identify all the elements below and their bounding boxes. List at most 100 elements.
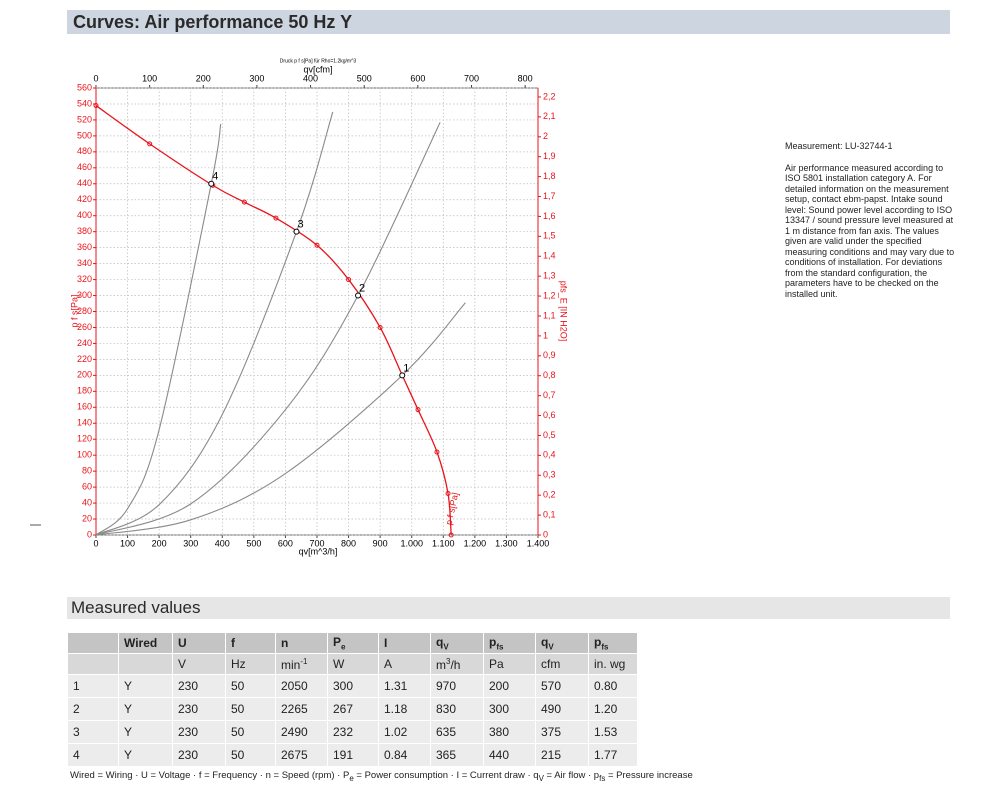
table-cell: 50 bbox=[225, 674, 276, 698]
text-part: V bbox=[443, 642, 449, 652]
curve-marker bbox=[415, 407, 421, 413]
system-curve bbox=[95, 111, 334, 536]
table-cell: cfm bbox=[535, 653, 589, 675]
system-curve bbox=[95, 302, 466, 536]
operating-point bbox=[355, 292, 362, 299]
table-cell: 2490 bbox=[275, 720, 328, 744]
curve-marker bbox=[448, 532, 454, 538]
y-tick-label: 220 bbox=[77, 354, 92, 364]
cell-text: 635 bbox=[436, 725, 457, 739]
table-cell bbox=[67, 653, 119, 675]
x-tick-label: 200 bbox=[152, 538, 167, 548]
cell-text: 2050 bbox=[281, 679, 308, 693]
cell-text: Pa bbox=[489, 657, 504, 671]
table-cell: in. wg bbox=[588, 653, 638, 675]
text-part: V bbox=[538, 773, 544, 783]
table-cell: 440 bbox=[483, 743, 536, 767]
table-cell: Y bbox=[118, 720, 173, 744]
text-part: = Power consumption · I = Current draw ·… bbox=[353, 770, 539, 781]
curve-marker bbox=[314, 242, 320, 248]
cell-text: Y bbox=[124, 748, 133, 762]
table-cell: 0.84 bbox=[378, 743, 431, 767]
y2-tick-label: 2 bbox=[543, 131, 548, 141]
x2-tick-label: 0 bbox=[93, 73, 98, 83]
table-cell: Y bbox=[118, 743, 173, 767]
table-cell: 3 bbox=[67, 720, 119, 744]
curve-marker bbox=[147, 141, 153, 147]
y2-tick-label: 0,3 bbox=[543, 470, 556, 480]
y-tick-label: 460 bbox=[77, 162, 92, 172]
cell-text: 440 bbox=[489, 748, 510, 762]
y-tick-label: 100 bbox=[77, 450, 92, 460]
table-cell: qV bbox=[430, 632, 484, 654]
cell-text: Y bbox=[124, 702, 133, 716]
cell-text: 380 bbox=[489, 725, 510, 739]
text-part: p bbox=[489, 634, 497, 649]
curve-marker bbox=[445, 490, 451, 496]
cell-text: 191 bbox=[333, 748, 354, 762]
y-tick-label: 0 bbox=[87, 529, 92, 539]
table-cell: 267 bbox=[327, 697, 379, 721]
operating-point-label: 4 bbox=[212, 171, 218, 183]
text-part: 3 bbox=[446, 656, 451, 666]
text-part: = Air flow · p bbox=[543, 770, 600, 781]
x2-axis-label: qv[cfm] bbox=[303, 64, 332, 74]
y-tick-label: 320 bbox=[77, 274, 92, 284]
y2-tick-label: 1,7 bbox=[543, 191, 556, 201]
cell-text: 50 bbox=[231, 702, 245, 716]
cell-text: 2 bbox=[73, 702, 80, 716]
y2-tick-label: 0,1 bbox=[543, 509, 556, 519]
cell-text: Y bbox=[124, 725, 133, 739]
table-cell: f bbox=[225, 632, 276, 654]
operating-point bbox=[293, 228, 300, 235]
y-tick-label: 120 bbox=[77, 434, 92, 444]
curve-marker bbox=[377, 324, 383, 330]
cell-text: I bbox=[384, 636, 388, 650]
table-cell bbox=[67, 632, 119, 654]
table-cell: 300 bbox=[327, 674, 379, 698]
table-cell: Pe bbox=[327, 632, 379, 654]
curve-marker bbox=[346, 277, 352, 283]
curve-marker bbox=[434, 449, 440, 455]
y2-tick-label: 1,5 bbox=[543, 231, 556, 241]
y2-tick-label: 1,4 bbox=[543, 251, 556, 261]
x-tick-label: 500 bbox=[246, 538, 261, 548]
x2-tick-label: 600 bbox=[410, 73, 425, 83]
cell-text: U bbox=[178, 636, 187, 650]
cell-text: 4 bbox=[73, 748, 80, 762]
text-part: V bbox=[548, 642, 554, 652]
y-tick-label: 160 bbox=[77, 402, 92, 412]
cell-text: Hz bbox=[231, 657, 246, 671]
y2-tick-label: 1,9 bbox=[543, 151, 556, 161]
y-tick-label: 380 bbox=[77, 226, 92, 236]
text-part: fs bbox=[599, 773, 606, 783]
cell-text: 365 bbox=[436, 748, 457, 762]
table-cell: Y bbox=[118, 674, 173, 698]
y-tick-label: 300 bbox=[77, 290, 92, 300]
table-cell: W bbox=[327, 653, 379, 675]
cell-text: Y bbox=[124, 679, 133, 693]
table-cell: 1.02 bbox=[378, 720, 431, 744]
cell-text: 230 bbox=[178, 748, 199, 762]
y2-tick-label: 0,4 bbox=[543, 450, 556, 460]
y-tick-label: 20 bbox=[82, 513, 92, 523]
y-tick-label: 340 bbox=[77, 258, 92, 268]
x-tick-label: 700 bbox=[309, 538, 324, 548]
table-row: 4 Y 230 50 2675 191 0.84 365 440 215 1.77 bbox=[67, 743, 638, 767]
y2-tick-label: 1,8 bbox=[543, 171, 556, 181]
y-tick-label: 80 bbox=[82, 466, 92, 476]
y-tick-label: 40 bbox=[82, 497, 92, 507]
cell-text: 2675 bbox=[281, 748, 308, 762]
curve-marker bbox=[241, 199, 247, 205]
cell-text: n bbox=[281, 636, 289, 650]
cell-text: W bbox=[333, 657, 345, 671]
table-row: 1 Y 230 50 2050 300 1.31 970 200 570 0.80 bbox=[67, 674, 638, 698]
text-part: -1 bbox=[300, 656, 308, 666]
chart: 0 100 200 300 400 500 600 700 800 900 1.000 1.100 1.… bbox=[30, 58, 569, 556]
cell-text: 3 bbox=[73, 725, 80, 739]
cell-text: 970 bbox=[436, 679, 457, 693]
table-row: 2 Y 230 50 2265 267 1.18 830 300 490 1.20 bbox=[67, 697, 638, 721]
table-cell: qV bbox=[535, 632, 589, 654]
